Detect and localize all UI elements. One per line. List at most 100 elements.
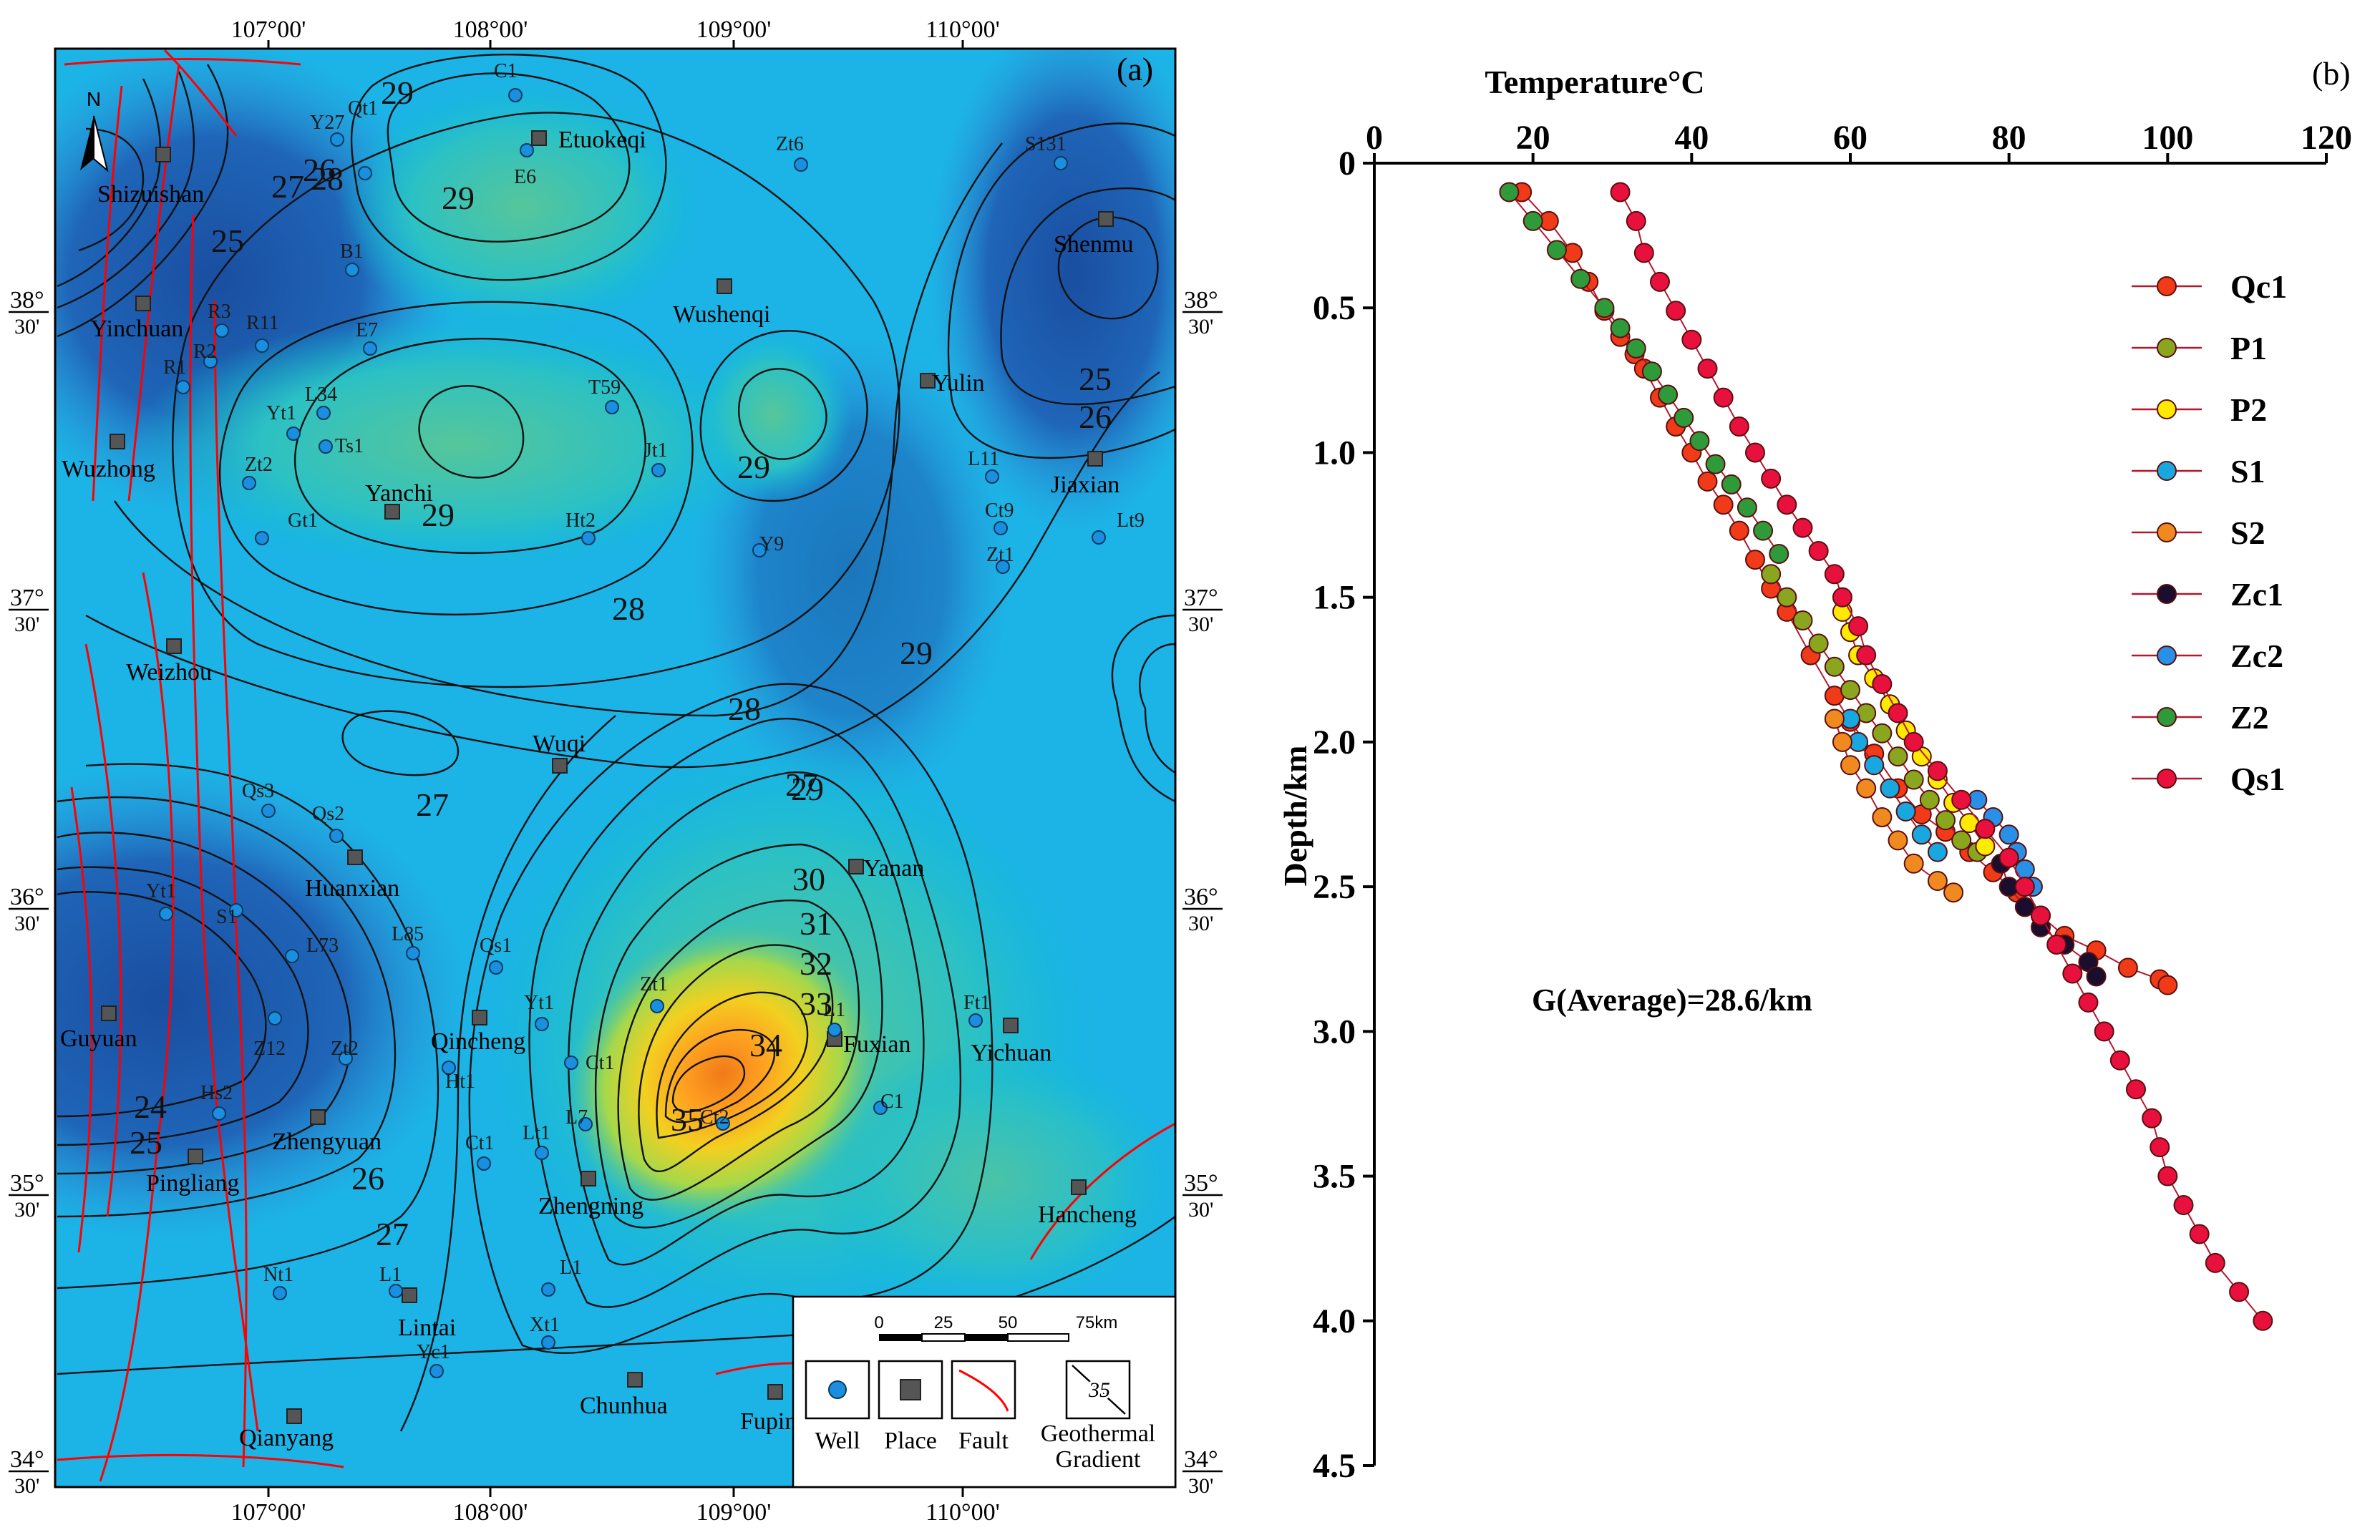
- place-markers: Shizuishan Etuokeqi Shenmu Yinchuan Wushenqi…: [60, 127, 1137, 1451]
- legend-gradient-label-1: Geothermal: [1041, 1420, 1156, 1447]
- data-point: [1903, 853, 1924, 874]
- lat-tick-min-left: 30': [14, 912, 39, 935]
- data-point: [2150, 1137, 2170, 1158]
- panel-a-map: (a) N 107°00' 108°00' 109°00' 110°00' 107°0…: [9, 16, 1223, 1526]
- low-gradient-zone-ne: [931, 49, 1175, 530]
- well-label: R1: [163, 356, 187, 379]
- place-label: Qianyang: [239, 1425, 334, 1451]
- well-label: Qs1: [480, 935, 512, 957]
- fault-line: [163, 49, 238, 137]
- well-dot-icon: [996, 560, 1010, 574]
- data-point: [1681, 329, 1702, 350]
- legend-item-S2: S2: [2132, 515, 2265, 551]
- place-square-icon: [848, 859, 864, 874]
- place-icon: [900, 1379, 921, 1400]
- contour-line: [1000, 187, 1175, 406]
- data-point: [1610, 318, 1631, 338]
- legend-item-S1: S1: [2132, 453, 2265, 489]
- contour-line: [468, 683, 994, 1354]
- lat-tick-min-left: 30': [14, 1474, 39, 1498]
- place-square-icon: [1003, 1018, 1019, 1033]
- well-label: S131: [1025, 133, 1067, 155]
- high-zone-wushenqi: [694, 329, 852, 501]
- contour-label: 26: [351, 1160, 384, 1197]
- lat-tick-min-left: 30': [14, 613, 39, 636]
- data-point: [1888, 746, 1908, 767]
- well-dot-icon: [329, 829, 344, 843]
- well-label: R11: [246, 312, 279, 334]
- place-label: Yanchi: [365, 480, 433, 507]
- data-point: [1975, 836, 1996, 857]
- lat-tick-deg-right: 35°: [1184, 1170, 1218, 1197]
- scale-label-50: 50: [999, 1313, 1018, 1332]
- average-gradient-annotation: G(Average)=28.6/km: [1532, 983, 1812, 1018]
- well-dot-icon: [1092, 530, 1106, 545]
- legend-marker: [2157, 707, 2177, 727]
- top-longitude-ticks: 107°00' 108°00' 109°00' 110°00': [231, 16, 1000, 49]
- place-label: Qincheng: [431, 1028, 525, 1055]
- contour-line: [57, 866, 309, 1146]
- well-label: R3: [208, 301, 231, 323]
- x-axis-title: Temperature°C: [1485, 64, 1704, 100]
- data-point: [1697, 359, 1718, 379]
- y-tick-label: 2.0: [1313, 723, 1356, 761]
- well-dot-icon: [255, 531, 269, 545]
- contour-line: [114, 142, 1003, 717]
- data-point: [2229, 1282, 2250, 1302]
- contour-label: 24: [134, 1088, 167, 1125]
- data-point: [2062, 963, 2083, 984]
- data-point: [1848, 616, 1869, 637]
- data-point: [1951, 830, 1972, 851]
- legend-item-P2: P2: [2132, 391, 2267, 428]
- contour-label: 29: [737, 449, 770, 485]
- place-square-icon: [347, 849, 363, 865]
- data-point: [1729, 520, 1749, 541]
- data-point: [1840, 755, 1860, 776]
- data-point: [1895, 801, 1916, 822]
- well-dot-icon: [406, 946, 420, 960]
- legend-fault-label: Fault: [958, 1428, 1009, 1454]
- place-label: Pingliang: [146, 1170, 239, 1197]
- y-tick-label: 1.0: [1313, 434, 1356, 472]
- well-dot-icon: [581, 531, 596, 545]
- legend-marker: [2157, 338, 2177, 358]
- legend-place: Place: [878, 1360, 943, 1454]
- data-point: [1888, 830, 1908, 851]
- place-square-icon: [627, 1372, 643, 1388]
- contour-line: [528, 718, 962, 1308]
- place-square-icon: [110, 434, 125, 449]
- well-dot-icon: [261, 804, 276, 818]
- place-square-icon: [581, 1171, 596, 1186]
- fault-line: [70, 786, 93, 1253]
- well-label: Ts1: [335, 435, 364, 457]
- place-label: Weizhou: [126, 659, 212, 686]
- legend-well-label: Well: [815, 1428, 860, 1454]
- contour-label: 26: [303, 152, 336, 188]
- data-point: [1975, 819, 1996, 839]
- lat-tick-min-right: 30': [1188, 1198, 1213, 1222]
- data-point: [1872, 674, 1893, 694]
- data-point: [1761, 468, 1782, 489]
- well-label: Y27: [310, 112, 344, 134]
- data-point: [1705, 454, 1726, 474]
- well-dot-icon: [535, 1146, 549, 1160]
- place-square-icon: [310, 1109, 326, 1125]
- data-point: [1674, 407, 1694, 428]
- data-point: [1721, 474, 1742, 494]
- contour-line: [737, 368, 827, 460]
- well-dot-icon: [968, 1013, 983, 1028]
- well-label: T59: [588, 376, 621, 399]
- chart-series: [1499, 182, 2273, 1331]
- scale-segment: [879, 1334, 922, 1341]
- well-dot-icon: [535, 1017, 549, 1031]
- data-point: [1864, 755, 1885, 776]
- contour-icon: [1072, 1365, 1126, 1415]
- contour-label: 25: [130, 1124, 162, 1161]
- fault-line: [99, 572, 175, 1482]
- data-point: [1594, 298, 1615, 318]
- data-point: [2189, 1224, 2210, 1244]
- place-square-icon: [402, 1287, 417, 1303]
- data-point: [1777, 494, 1797, 515]
- map-body: [55, 49, 1175, 1487]
